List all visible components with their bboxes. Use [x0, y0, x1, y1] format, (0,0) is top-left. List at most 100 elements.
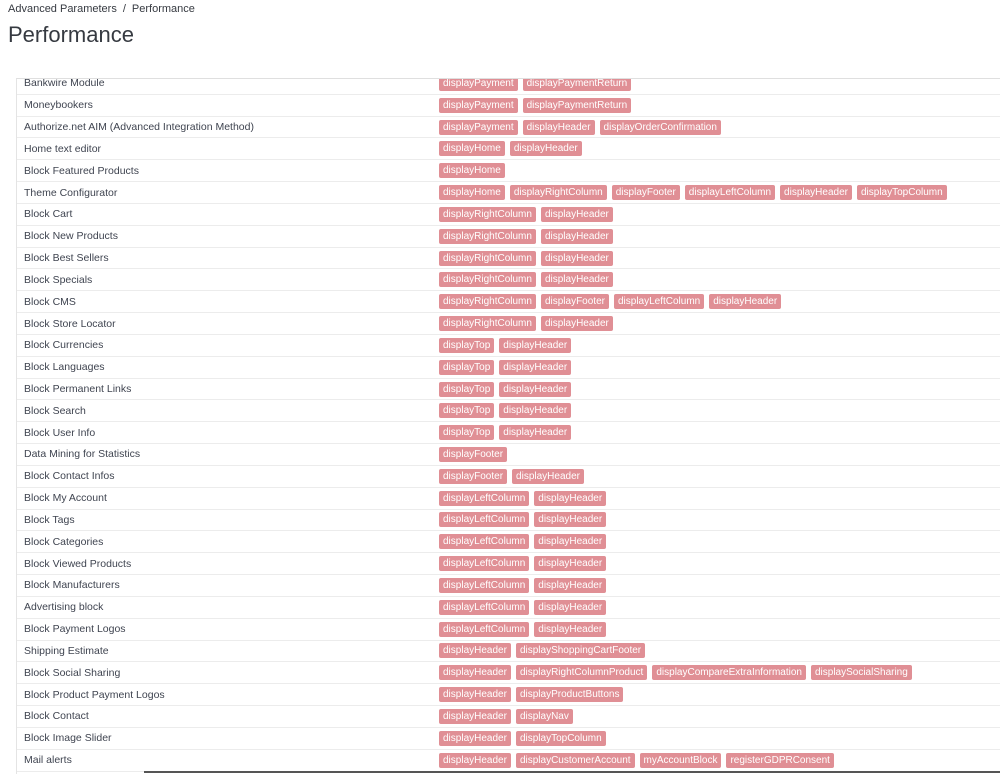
hook-badge: displayHeader	[499, 381, 572, 397]
module-name: Block Permanent Links	[24, 383, 132, 395]
hook-badge: displayHeader	[439, 687, 511, 703]
module-name: Block User Info	[24, 426, 96, 439]
module-name: Block Store Locator	[24, 317, 116, 330]
hook-badge: displayFooter	[540, 294, 609, 310]
hook-badge-list: displayLeftColumn displayHeader	[439, 621, 607, 637]
module-name: Block Featured Products	[24, 164, 139, 177]
table-row: Shipping Estimate displayHeader displaySho…	[17, 641, 1000, 663]
table-row: Block Product Payment Logos displayHeader…	[17, 684, 1000, 707]
table-row: Block Contact Infos displayFooter displayH…	[17, 466, 1000, 488]
module-name: Block Payment Logos	[24, 623, 126, 636]
hook-badge: displayHome	[439, 163, 505, 179]
module-name: Data Mining for Statistics	[24, 448, 141, 461]
hook-badge: displayHeader	[522, 119, 595, 135]
hook-badge: displayHeader	[439, 708, 511, 724]
module-name: Block New Products	[24, 230, 118, 243]
hook-badge-list: displayTop displayHeader	[439, 403, 572, 419]
table-row: Advertising block displayLeftColumn displa…	[17, 597, 1000, 619]
hook-badge: displayCustomerAccount	[515, 752, 635, 768]
table-row: Block Social Sharing displayHeader display…	[17, 662, 1000, 685]
horizontal-scrollbar[interactable]	[144, 771, 1000, 773]
hook-badge: displayRightColumn	[439, 228, 536, 244]
hook-badge-list: displayHome	[439, 163, 505, 179]
hook-badge: displayOrderConfirmation	[599, 119, 721, 135]
hook-badge: displayLeftColumn	[439, 556, 530, 572]
hook-badge: displayHeader	[780, 185, 852, 201]
hook-badge: displayRightColumn	[439, 272, 536, 288]
hook-badge-list: displayHome displayHeader	[439, 141, 582, 157]
module-hooks-list: Bankwire Module displayPayment displayPaym…	[17, 78, 1000, 772]
hook-badge: displayHeader	[439, 643, 511, 659]
table-row: Block Manufacturers displayLeftColumn disp…	[17, 575, 1000, 597]
hook-badge: displayLeftColumn	[684, 185, 776, 201]
module-name: Advertising block	[24, 601, 104, 614]
hook-badge-list: displayHeader displayShoppingCartFooter	[439, 643, 646, 659]
hook-badge-list: displayLeftColumn displayHeader	[439, 577, 607, 593]
hook-badge: displayHeader	[439, 665, 511, 681]
hook-badge: displayProductButtons	[515, 687, 624, 703]
hook-badge-list: displayTop displayHeader	[439, 359, 572, 375]
hook-badge: displayHeader	[540, 206, 613, 222]
hook-badge: displayHeader	[499, 403, 572, 419]
hook-badge-list: displayPayment displayHeader displayOrderC…	[439, 119, 721, 135]
hook-badge: displayRightColumn	[439, 206, 536, 222]
hook-badge: displayFooter	[439, 468, 508, 484]
table-row: Block Currencies displayTop displayHeader	[17, 335, 1000, 357]
table-row: Moneybookers displayPayment displayPayment…	[17, 95, 1000, 117]
hook-badge: displayHeader	[439, 752, 511, 768]
hook-badge: displayHeader	[534, 599, 607, 615]
hook-badge-list: displayHeader displayProductButtons	[439, 687, 624, 703]
hook-badge: displayNav	[515, 708, 573, 724]
hook-badge-list: displayTop displayHeader	[439, 425, 572, 441]
table-row: Block Permanent Links displayTop displayHe…	[17, 379, 1000, 401]
hook-badge-list: displayLeftColumn displayHeader	[439, 556, 607, 572]
hook-badge: displayLeftColumn	[613, 294, 705, 310]
module-name: Bankwire Module	[24, 78, 105, 90]
hook-badge-list: displayRightColumn displayHeader	[439, 272, 613, 288]
hook-badge-list: displayPayment displayPaymentReturn	[439, 79, 632, 91]
table-row: Block Best Sellers displayRightColumn disp…	[17, 248, 1000, 270]
hook-badge: displayHeader	[540, 316, 613, 332]
hook-badge: displayTop	[439, 359, 495, 375]
table-row: Block Search displayTop displayHeader	[17, 400, 1000, 423]
hook-badge: displayHeader	[540, 228, 613, 244]
hook-badge: displayLeftColumn	[439, 621, 530, 637]
module-name: Block Languages	[24, 361, 105, 374]
page-header: Advanced Parameters / Performance Perfor…	[0, 0, 1000, 78]
table-row: Theme Configurator displayHome displayRigh…	[17, 182, 1000, 204]
hook-badge: displayHeader	[540, 250, 613, 266]
hook-badge: displayTopColumn	[515, 730, 606, 746]
hook-badge-list: displayRightColumn displayHeader	[439, 206, 613, 222]
table-row: Block Specials displayRightColumn displayH…	[17, 269, 1000, 292]
hook-badge-list: displayRightColumn displayHeader	[439, 250, 613, 266]
hook-badge: displayHeader	[499, 359, 572, 375]
table-row: Block Contact displayHeader displayNav	[17, 706, 1000, 728]
hook-badge: displayHeader	[509, 141, 582, 157]
module-name: Block Specials	[24, 273, 93, 286]
hook-badge: displayHeader	[534, 556, 607, 572]
breadcrumb-separator: /	[122, 3, 126, 15]
table-row: Block Tags displayLeftColumn displayHeader	[17, 510, 1000, 532]
hook-badge: displayLeftColumn	[439, 577, 530, 593]
hook-badge: displayHome	[439, 141, 505, 157]
hook-badge: displayHeader	[499, 425, 572, 441]
module-hooks-table[interactable]: Bankwire Module displayPayment displayPaym…	[16, 78, 1000, 774]
table-row: Block My Account displayLeftColumn display…	[17, 488, 1000, 510]
hook-badge: displayHeader	[534, 621, 607, 637]
hook-badge: displayCompareExtraInformation	[652, 665, 806, 681]
hook-badge-list: displayHome displayRightColumn displayFoot…	[439, 185, 947, 201]
module-name: Block Cart	[24, 208, 73, 221]
hook-badge: registerGDPRConsent	[726, 752, 834, 768]
hook-badge: displayTop	[439, 381, 495, 397]
table-row: Block Store Locator displayRightColumn dis…	[17, 313, 1000, 335]
hook-badge-list: displayFooter displayHeader	[439, 468, 584, 484]
hook-badge: displayRightColumn	[509, 185, 607, 201]
table-row: Block Viewed Products displayLeftColumn di…	[17, 553, 1000, 576]
breadcrumb-parent-link[interactable]: Advanced Parameters	[8, 3, 117, 15]
breadcrumb-current: Performance	[131, 3, 195, 15]
module-name: Moneybookers	[24, 99, 93, 112]
hook-badge: displayTop	[439, 337, 495, 353]
hook-badge: displayPayment	[439, 97, 518, 113]
module-name: Block Currencies	[24, 339, 104, 352]
hook-badge-list: displayPayment displayPaymentReturn	[439, 97, 632, 113]
